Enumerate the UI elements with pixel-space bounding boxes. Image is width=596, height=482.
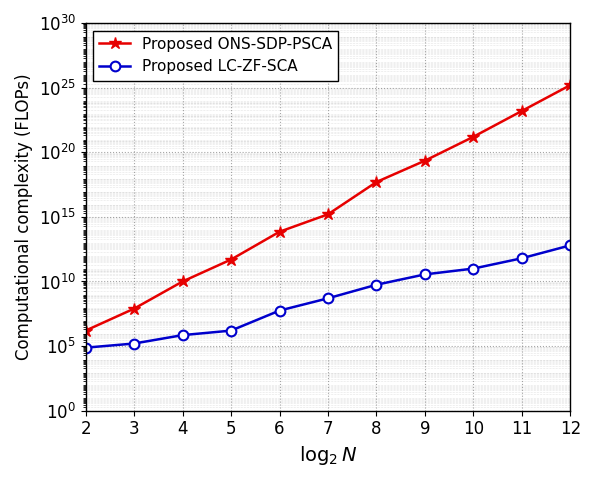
Proposed ONS-SDP-PSCA	[228, 256, 235, 262]
Proposed LC-ZF-SCA	[470, 266, 477, 271]
Proposed ONS-SDP-PSCA	[470, 134, 477, 140]
Proposed LC-ZF-SCA	[421, 271, 429, 277]
Proposed LC-ZF-SCA	[228, 328, 235, 334]
Line: Proposed LC-ZF-SCA: Proposed LC-ZF-SCA	[81, 241, 575, 352]
Proposed ONS-SDP-PSCA	[179, 279, 186, 284]
Proposed LC-ZF-SCA	[179, 332, 186, 338]
Proposed ONS-SDP-PSCA	[373, 179, 380, 185]
Proposed ONS-SDP-PSCA	[324, 212, 331, 217]
Proposed LC-ZF-SCA	[373, 282, 380, 288]
Proposed LC-ZF-SCA	[519, 255, 526, 261]
Proposed ONS-SDP-PSCA	[421, 158, 429, 163]
X-axis label: $\log_2 N$: $\log_2 N$	[299, 444, 357, 467]
Y-axis label: Computational complexity (FLOPs): Computational complexity (FLOPs)	[15, 74, 33, 360]
Line: Proposed ONS-SDP-PSCA: Proposed ONS-SDP-PSCA	[79, 79, 576, 337]
Proposed LC-ZF-SCA	[324, 295, 331, 301]
Proposed ONS-SDP-PSCA	[519, 108, 526, 114]
Proposed ONS-SDP-PSCA	[131, 306, 138, 311]
Proposed LC-ZF-SCA	[82, 345, 89, 350]
Proposed ONS-SDP-PSCA	[276, 229, 283, 235]
Proposed LC-ZF-SCA	[131, 341, 138, 347]
Proposed ONS-SDP-PSCA	[567, 82, 574, 88]
Proposed LC-ZF-SCA	[276, 308, 283, 313]
Proposed LC-ZF-SCA	[567, 242, 574, 248]
Proposed ONS-SDP-PSCA	[82, 328, 89, 334]
Legend: Proposed ONS-SDP-PSCA, Proposed LC-ZF-SCA: Proposed ONS-SDP-PSCA, Proposed LC-ZF-SC…	[93, 31, 339, 80]
